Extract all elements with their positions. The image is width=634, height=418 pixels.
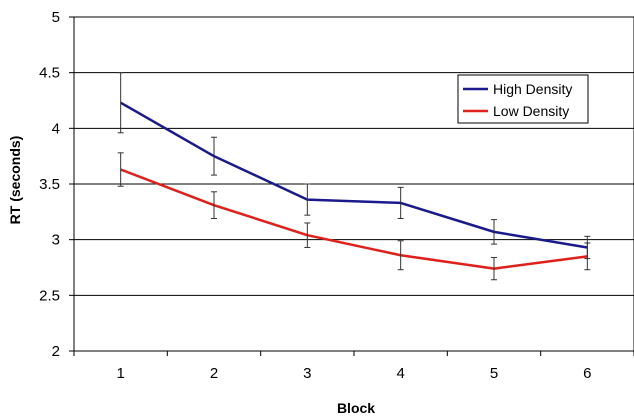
y-tick-label: 3.5 [39,176,60,193]
error-bar-low-density [491,256,497,281]
x-tick-label: 4 [396,365,404,382]
y-tick-label: 2.5 [39,287,60,304]
error-bar-high-density [491,219,497,245]
y-axis-ticks: 2 2.5 3 3.5 4 4.5 5 [39,9,74,360]
y-tick-label: 2 [52,343,60,360]
y-tick-label: 4.5 [39,65,60,82]
x-tick-label: 6 [583,365,591,382]
y-tick-label: 5 [52,9,60,26]
y-tick-label: 4 [52,120,60,137]
error-bar-low-density [397,240,404,271]
error-bar-low-density [304,222,311,248]
x-tick-label: 1 [116,365,124,382]
y-axis-label: RT (seconds) [7,136,23,225]
series-line-low-density [120,168,588,270]
x-tick-label: 3 [303,365,311,382]
series-lines [120,101,588,270]
x-axis-ticks: 1 2 3 4 5 6 [73,351,634,382]
legend-box [457,74,589,124]
y-tick-label: 3 [52,232,60,249]
error-bar-high-density [397,186,404,220]
x-tick-label: 5 [490,365,498,382]
error-bar-high-density [304,183,311,216]
error-bar-low-density [117,152,124,187]
error-bar-low-density [584,242,591,271]
error-bar-high-density [117,72,124,134]
error-bars [117,72,591,281]
legend-label-low-density: Low Density [493,103,569,119]
error-bar-low-density [211,191,217,220]
error-bar-high-density [211,136,217,176]
plot-area-frame [73,16,634,352]
x-axis-label: Block [337,400,375,416]
legend-label-high-density: High Density [493,81,572,97]
series-line-high-density [120,101,588,249]
x-tick-label: 2 [210,365,218,382]
legend: High Density Low Density [457,74,589,124]
